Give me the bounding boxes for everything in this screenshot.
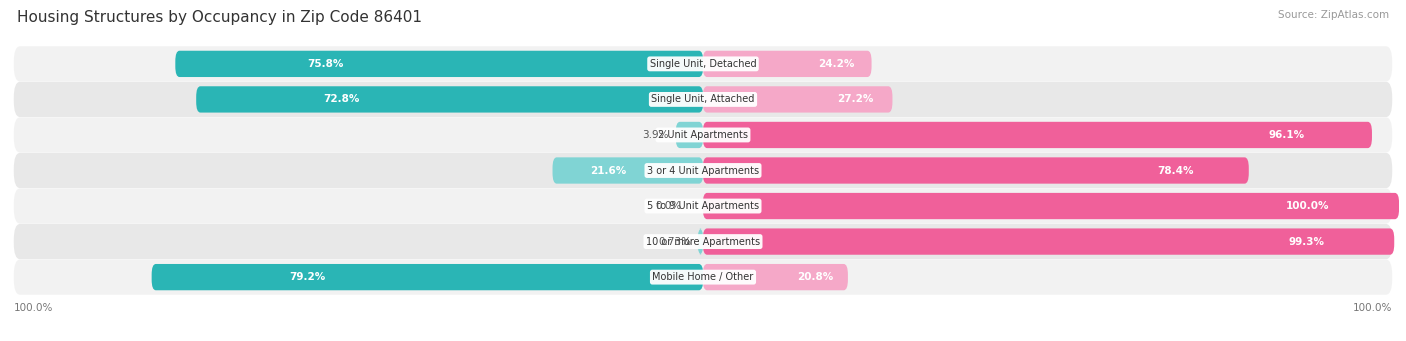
Text: Source: ZipAtlas.com: Source: ZipAtlas.com	[1278, 10, 1389, 20]
Text: 100.0%: 100.0%	[1353, 303, 1392, 313]
Text: 3.9%: 3.9%	[643, 130, 669, 140]
FancyBboxPatch shape	[553, 157, 703, 184]
Text: 99.3%: 99.3%	[1289, 237, 1324, 247]
Text: 5 to 9 Unit Apartments: 5 to 9 Unit Apartments	[647, 201, 759, 211]
FancyBboxPatch shape	[176, 51, 703, 77]
FancyBboxPatch shape	[14, 117, 1392, 152]
Text: 75.8%: 75.8%	[308, 59, 343, 69]
Text: 10 or more Apartments: 10 or more Apartments	[645, 237, 761, 247]
FancyBboxPatch shape	[14, 153, 1392, 188]
FancyBboxPatch shape	[703, 157, 1249, 184]
Text: 0.73%: 0.73%	[658, 237, 690, 247]
Text: Single Unit, Attached: Single Unit, Attached	[651, 94, 755, 104]
FancyBboxPatch shape	[703, 122, 1372, 148]
FancyBboxPatch shape	[152, 264, 703, 290]
Text: 96.1%: 96.1%	[1268, 130, 1305, 140]
FancyBboxPatch shape	[703, 51, 872, 77]
FancyBboxPatch shape	[703, 228, 1395, 255]
Text: 79.2%: 79.2%	[290, 272, 326, 282]
FancyBboxPatch shape	[676, 122, 703, 148]
FancyBboxPatch shape	[14, 189, 1392, 224]
Text: 21.6%: 21.6%	[591, 165, 627, 176]
FancyBboxPatch shape	[703, 193, 1399, 219]
Text: Single Unit, Detached: Single Unit, Detached	[650, 59, 756, 69]
Text: 78.4%: 78.4%	[1157, 165, 1194, 176]
Text: Housing Structures by Occupancy in Zip Code 86401: Housing Structures by Occupancy in Zip C…	[17, 10, 422, 25]
FancyBboxPatch shape	[703, 86, 893, 113]
FancyBboxPatch shape	[703, 264, 848, 290]
Text: 20.8%: 20.8%	[797, 272, 834, 282]
Text: 72.8%: 72.8%	[323, 94, 360, 104]
FancyBboxPatch shape	[14, 224, 1392, 259]
FancyBboxPatch shape	[14, 46, 1392, 81]
Text: Mobile Home / Other: Mobile Home / Other	[652, 272, 754, 282]
Text: 24.2%: 24.2%	[818, 59, 855, 69]
Text: 0.0%: 0.0%	[655, 201, 682, 211]
FancyBboxPatch shape	[14, 260, 1392, 295]
Text: 3 or 4 Unit Apartments: 3 or 4 Unit Apartments	[647, 165, 759, 176]
Text: 100.0%: 100.0%	[14, 303, 53, 313]
FancyBboxPatch shape	[197, 86, 703, 113]
Text: 27.2%: 27.2%	[837, 94, 873, 104]
Text: 100.0%: 100.0%	[1286, 201, 1330, 211]
FancyBboxPatch shape	[697, 228, 703, 255]
Text: 2 Unit Apartments: 2 Unit Apartments	[658, 130, 748, 140]
FancyBboxPatch shape	[14, 82, 1392, 117]
